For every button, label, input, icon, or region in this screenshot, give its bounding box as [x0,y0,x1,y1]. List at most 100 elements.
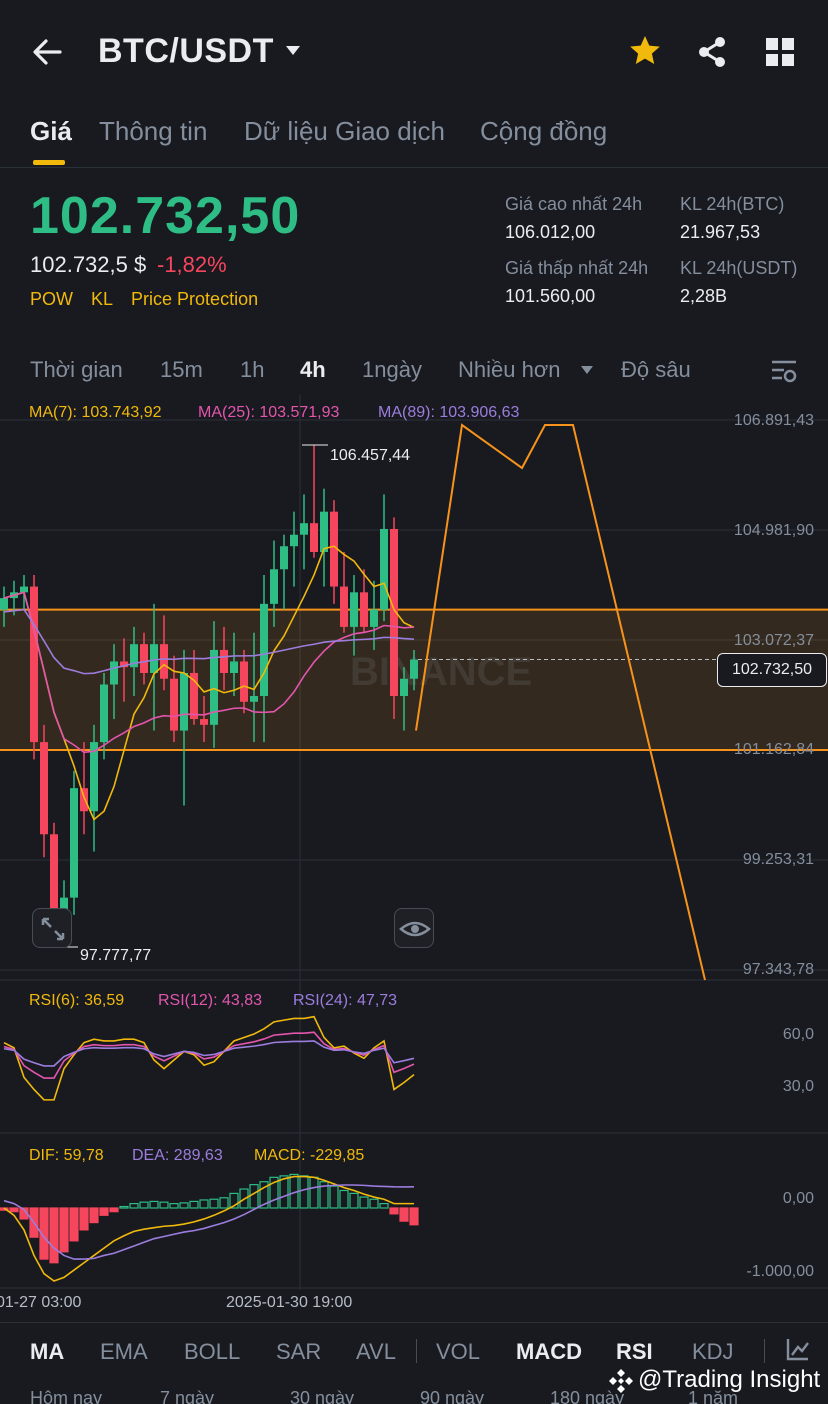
tf-more[interactable]: Nhiều hơn [458,357,561,382]
macd-legend: MACD: -229,85 [254,1147,365,1164]
main-tabs: Giá Thông tin Dữ liệu Giao dịch Cộng đồn… [0,112,828,168]
high-24h-value: 106.012,00 [505,222,596,242]
tf-1day[interactable]: 1ngày [362,357,422,382]
candle-body [240,661,248,702]
tag-row: POW KL Price Protection [30,289,276,310]
candle-body [230,661,238,673]
vol-usdt-value: 2,28B [680,286,728,306]
tab-community[interactable]: Cộng đồng [480,116,608,146]
rsi12-legend: RSI(12): 43,83 [158,992,263,1009]
candle-body [40,742,48,835]
indicator-boll[interactable]: BOLL [184,1339,241,1364]
share-icon[interactable] [696,36,728,68]
candle-body [300,523,308,535]
candle-body [190,672,198,720]
macd-bar [199,1199,209,1209]
date-label: 01-27 03:00 [0,1294,82,1311]
candle-body [370,609,378,627]
indicator-ma[interactable]: MA [30,1339,65,1364]
back-arrow-icon[interactable] [30,34,66,70]
visibility-button[interactable] [394,908,434,948]
credit-logo-icon [609,1369,633,1393]
ma7-line [3,545,415,821]
indicator-avl[interactable]: AVL [356,1339,396,1364]
candle-body [220,649,228,673]
expand-icon [41,917,65,941]
macd-bar [149,1200,159,1209]
candle-body [260,603,268,697]
tf-15m[interactable]: 15m [160,357,203,382]
indicator-settings-icon[interactable] [786,1337,810,1363]
macd-bar [389,1207,399,1215]
period-today[interactable]: Hôm nay [30,1388,103,1404]
price-axis-label: 99.253,31 [742,851,814,868]
pair-title[interactable]: BTC/USDT [98,32,274,70]
macd-bar [109,1207,119,1213]
candle-body [20,586,28,593]
candlestick-chart[interactable]: BINANCE [0,395,828,1325]
candle-body [0,598,8,610]
expand-button[interactable] [32,908,72,948]
top-bar: BTC/USDT [0,0,828,104]
indicator-ema[interactable]: EMA [100,1339,148,1364]
tag-kl[interactable]: KL [91,289,114,309]
indicator-rsi[interactable]: RSI [616,1339,653,1364]
macd-bar [359,1196,369,1209]
ma89-legend: MA(89): 103.906,63 [378,404,520,421]
more-caret-icon[interactable] [580,365,594,375]
candle-body [210,649,218,725]
divider [764,1339,765,1363]
macd-bar [309,1176,319,1209]
caret-down-icon[interactable] [284,44,302,58]
period-180d[interactable]: 180 ngày [550,1388,625,1404]
rsi-axis-label: 30,0 [782,1078,814,1095]
candle-body [330,511,338,587]
period-90d[interactable]: 90 ngày [420,1388,485,1404]
macd-bar [329,1185,339,1209]
macd-axis-label: 0,00 [782,1190,814,1207]
rsi12-line [3,1031,415,1079]
candle-body [310,523,318,552]
favorite-star-icon[interactable] [628,34,662,68]
candle-body [200,719,208,725]
macd-bar [279,1175,289,1209]
tab-price[interactable]: Giá [30,116,72,146]
tab-trading-data[interactable]: Dữ liệu Giao dịch [244,116,445,146]
grid-menu-icon[interactable] [766,38,794,66]
projection-path [415,423,706,981]
tf-4h[interactable]: 4h [300,357,326,382]
tf-depth[interactable]: Độ sâu [621,357,691,382]
candle-body [160,644,168,679]
macd-bar [99,1207,109,1216]
candle-body [130,644,138,668]
price-axis-label: 103.072,37 [733,632,814,649]
tag-pow[interactable]: POW [30,289,73,309]
macd-bar [129,1203,139,1209]
dif-legend: DIF: 59,78 [29,1147,104,1164]
indicator-sar[interactable]: SAR [276,1339,322,1364]
macd-bar [319,1181,329,1209]
date-label: 2025-01-30 19:00 [226,1294,353,1311]
chart-settings-icon[interactable] [770,358,798,384]
indicator-vol[interactable]: VOL [436,1339,481,1364]
period-30d[interactable]: 30 ngày [290,1388,355,1404]
period-1y[interactable]: 1 năm [688,1388,739,1404]
ma25-line [3,591,415,754]
macd-axis-label: -1.000,00 [746,1263,814,1280]
candle-body [390,528,398,697]
macd-bar [89,1207,99,1224]
macd-bar [159,1201,169,1209]
macd-bar [219,1197,229,1209]
rsi6-legend: RSI(6): 36,59 [29,992,125,1009]
tag-price-protection[interactable]: Price Protection [131,289,259,309]
period-7d[interactable]: 7 ngày [160,1388,215,1404]
indicator-macd[interactable]: MACD [516,1339,582,1364]
candle-body [320,511,328,552]
low-24h-value: 101.560,00 [505,286,596,306]
indicator-kdj[interactable]: KDJ [692,1339,734,1364]
tf-time[interactable]: Thời gian [30,357,123,382]
candle-body [150,644,158,673]
tf-1h[interactable]: 1h [240,357,265,382]
macd-bar [49,1207,59,1264]
tab-info[interactable]: Thông tin [99,116,208,146]
